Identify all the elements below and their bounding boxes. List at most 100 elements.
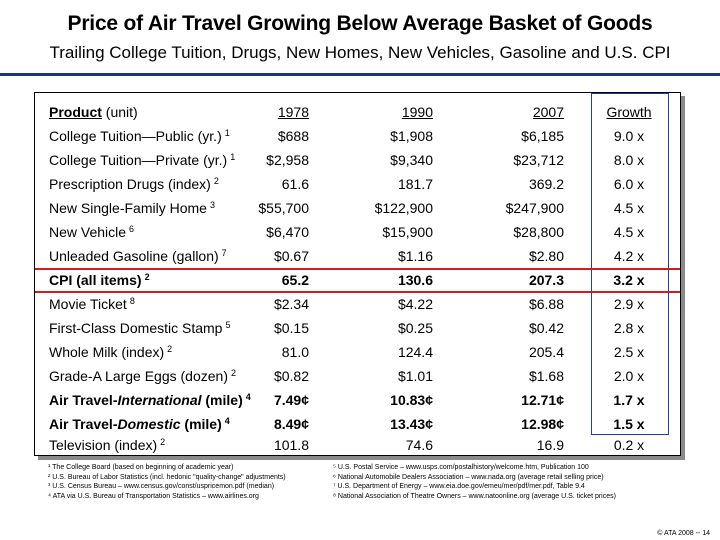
footnote: ⁶ National Automobile Dealers Associatio… [333,473,604,481]
value-1978: $2,958 [266,152,309,168]
value-2007: 205.4 [528,344,564,360]
table-row: New Vehicle 6 $6,470 $15,900 $28,800 4.5 … [35,221,680,245]
value-growth: 4.5 x [613,224,645,240]
table-row-air-international: Air Travel-International (mile) 4 7.49¢ 1… [35,389,680,413]
value-growth: 2.9 x [613,296,645,312]
copyright-notice: © ATA 2008 -- 14 [657,530,710,537]
footnote: ¹ The College Board (based on beginning … [48,464,234,471]
footnote: ⁴ ATA via U.S. Bureau of Transportation … [48,492,259,500]
table-row: College Tuition—Private (yr.) 1 $2,958 $9… [35,149,680,173]
footnote: ² U.S. Bureau of Labor Statistics (incl.… [48,473,286,481]
value-growth: 4.2 x [613,248,645,264]
cpi-highlight-top-line [35,268,680,270]
value-1978: $0.15 [273,320,309,336]
table-row: Whole Milk (index) 2 81.0 124.4 205.4 2.5… [35,341,680,365]
value-growth: 2.0 x [613,368,645,384]
value-1978: $2.34 [273,296,309,312]
value-1978: 81.0 [281,344,309,360]
value-1990: $4.22 [397,296,433,312]
value-2007: 207.3 [528,272,564,288]
footnote: ³ U.S. Census Bureau – www.census.gov/co… [48,483,275,490]
table-row: New Single-Family Home 3 $55,700 $122,900… [35,197,680,221]
value-1978: 7.49¢ [273,392,309,408]
value-1978: 8.49¢ [273,416,309,432]
product-name: New Vehicle 6 [49,224,135,240]
value-1990: 74.6 [405,437,433,453]
column-header-growth: Growth [606,104,652,120]
product-name: Unleaded Gasoline (gallon) 7 [49,248,227,264]
value-1978: $6,470 [266,224,309,240]
value-growth: 6.0 x [613,176,645,192]
product-name: First-Class Domestic Stamp 5 [49,320,231,336]
footnote: ⁸ National Association of Theatre Owners… [333,492,616,500]
table-row: Television (index) 2 101.8 74.6 16.9 0.2 … [35,434,680,458]
value-1990: $1.01 [397,368,433,384]
growth-column-frame [591,93,669,435]
product-name: Prescription Drugs (index) 2 [49,176,219,192]
value-1978: $0.82 [273,368,309,384]
value-growth: 1.7 x [613,392,645,408]
value-2007: $1.68 [528,368,564,384]
value-2007: $2.80 [528,248,564,264]
value-1990: $1,908 [390,128,433,144]
value-1990: $9,340 [390,152,433,168]
value-2007: $28,800 [513,224,564,240]
column-header-1990: 1990 [401,104,433,120]
value-growth: 4.5 x [613,200,645,216]
product-name: New Single-Family Home 3 [49,200,215,216]
footnotes-right: ⁵ U.S. Postal Service – www.usps.com/pos… [333,463,616,501]
value-growth: 8.0 x [613,152,645,168]
column-header-2007: 2007 [532,104,564,120]
table-row: College Tuition—Public (yr.) 1 $688 $1,90… [35,125,680,149]
product-name: Movie Ticket 8 [49,296,135,312]
value-1990: 13.43¢ [390,416,433,432]
value-2007: $6.88 [528,296,564,312]
table-row-air-domestic: Air Travel-Domestic (mile) 4 8.49¢ 13.43¢… [35,413,680,437]
value-1990: 130.6 [397,272,433,288]
product-name: Whole Milk (index) 2 [49,344,173,360]
title-divider [0,73,720,76]
value-growth: 3.2 x [613,272,645,288]
value-2007: $0.42 [528,320,564,336]
value-1978: 61.6 [281,176,309,192]
value-growth: 2.5 x [613,344,645,360]
table-row: Prescription Drugs (index) 2 61.6 181.7 3… [35,173,680,197]
table-row: Unleaded Gasoline (gallon) 7 $0.67 $1.16 … [35,245,680,269]
footnote: ⁷ U.S. Department of Energy – www.eia.do… [333,483,585,490]
value-1978: 101.8 [273,437,309,453]
column-header-product: Product (unit) [49,104,138,120]
value-1990: $1.16 [397,248,433,264]
value-2007: 12.98¢ [521,416,564,432]
page-title: Price of Air Travel Growing Below Averag… [67,12,653,35]
value-1978: $55,700 [258,200,309,216]
product-name: College Tuition—Private (yr.) 1 [49,152,236,168]
value-growth: 2.8 x [613,320,645,336]
value-1990: $15,900 [382,224,433,240]
product-name: CPI (all items) 2 [49,272,150,288]
value-1990: $0.25 [397,320,433,336]
table-row-cpi: CPI (all items) 2 65.2 130.6 207.3 3.2 x [35,269,680,293]
product-name: Grade-A Large Eggs (dozen) 2 [49,368,237,384]
product-name: Television (index) 2 [49,437,166,453]
value-1990: 10.83¢ [390,392,433,408]
value-2007: 12.71¢ [521,392,564,408]
value-growth: 9.0 x [613,128,645,144]
value-1978: 65.2 [281,272,309,288]
product-name: Air Travel-International (mile) 4 [49,392,251,408]
page-subtitle: Trailing College Tuition, Drugs, New Hom… [49,43,671,62]
value-2007: $6,185 [521,128,564,144]
footnotes-left: ¹ The College Board (based on beginning … [48,463,286,501]
column-header-1978: 1978 [277,104,309,120]
value-2007: $247,900 [505,200,564,216]
table-header-row: Product (unit) 1978 1990 2007 Growth [35,101,680,125]
value-1990: 181.7 [397,176,433,192]
cpi-highlight-bottom-line [35,291,680,293]
product-name: Air Travel-Domestic (mile) 4 [49,416,230,432]
table-row: Grade-A Large Eggs (dozen) 2 $0.82 $1.01 … [35,365,680,389]
table-row: Movie Ticket 8 $2.34 $4.22 $6.88 2.9 x [35,293,680,317]
value-growth: 1.5 x [613,416,645,432]
value-1990: 124.4 [397,344,433,360]
value-growth: 0.2 x [613,437,645,453]
footnote: ⁵ U.S. Postal Service – www.usps.com/pos… [333,464,589,471]
value-1978: $0.67 [273,248,309,264]
